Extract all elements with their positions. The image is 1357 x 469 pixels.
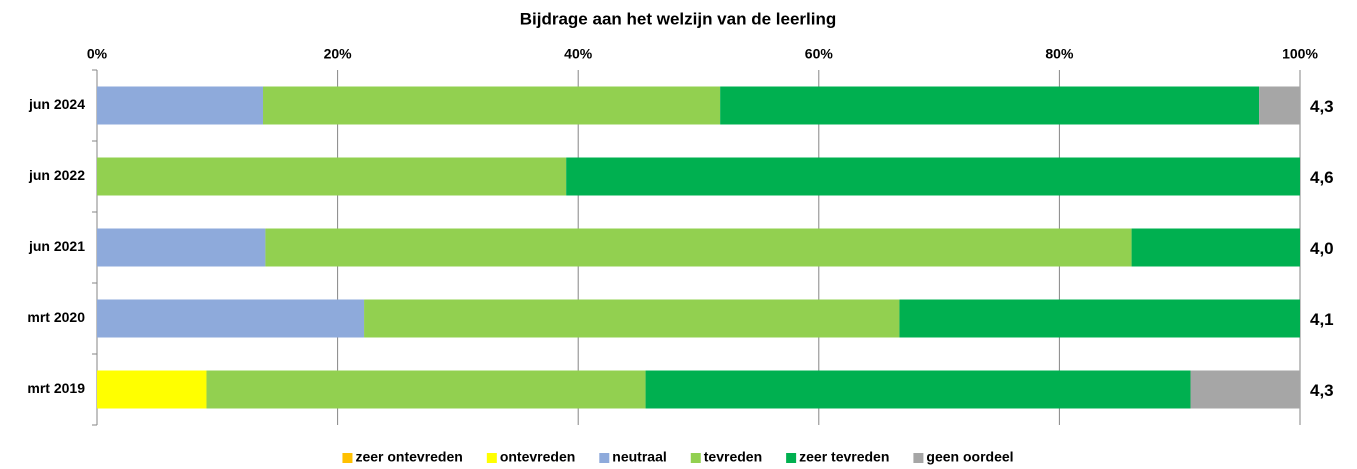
legend-swatch xyxy=(599,453,610,463)
bar-segment xyxy=(899,299,1300,338)
y-tick-label: jun 2021 xyxy=(28,238,85,254)
bar-segment xyxy=(566,157,1300,196)
bar-segment xyxy=(97,157,567,196)
bar-segment xyxy=(645,370,1191,409)
x-tick-label: 0% xyxy=(87,46,108,62)
legend-label: neutraal xyxy=(612,449,666,465)
x-tick-label: 20% xyxy=(324,46,353,62)
annotation: 4,1 xyxy=(1310,310,1334,329)
bar-segment xyxy=(265,228,1132,267)
x-tick-label: 100% xyxy=(1282,46,1318,62)
x-tick-label: 60% xyxy=(805,46,834,62)
bar-segment xyxy=(97,370,207,409)
legend-swatch xyxy=(342,453,353,463)
annotation: 4,6 xyxy=(1310,168,1334,187)
legend-label: zeer ontevreden xyxy=(355,449,462,465)
bar-segment xyxy=(720,86,1260,125)
bar-segment xyxy=(97,86,264,125)
legend-label: tevreden xyxy=(704,449,762,465)
chart-title: Bijdrage aan het welzijn van de leerling xyxy=(520,9,836,28)
bar-segment xyxy=(263,86,721,125)
legend-label: ontevreden xyxy=(500,449,575,465)
bar-segment xyxy=(1259,86,1300,125)
bar-segment xyxy=(364,299,900,338)
legend-swatch xyxy=(690,453,701,463)
y-tick-label: jun 2024 xyxy=(28,96,85,112)
legend: zeer ontevreden ontevreden neutraal tevrede… xyxy=(342,449,1014,465)
bar-segment xyxy=(1190,370,1300,409)
y-tick-label: jun 2022 xyxy=(28,167,85,183)
y-tick-label: mrt 2020 xyxy=(27,309,85,325)
annotation: 4,3 xyxy=(1310,97,1334,116)
y-tick-label: mrt 2019 xyxy=(27,380,85,396)
legend-label: zeer tevreden xyxy=(799,449,889,465)
legend-swatch xyxy=(786,453,797,463)
bar-segment xyxy=(97,299,365,338)
legend-swatch xyxy=(913,453,924,463)
bar-segment xyxy=(1131,228,1300,267)
legend-swatch xyxy=(486,453,497,463)
x-tick-label: 40% xyxy=(564,46,593,62)
annotation: 4,0 xyxy=(1310,239,1334,258)
bar-segment xyxy=(206,370,646,409)
bar-segment xyxy=(97,228,266,267)
legend-label: geen oordeel xyxy=(926,449,1013,465)
annotation: 4,3 xyxy=(1310,381,1334,400)
x-tick-label: 80% xyxy=(1045,46,1074,62)
